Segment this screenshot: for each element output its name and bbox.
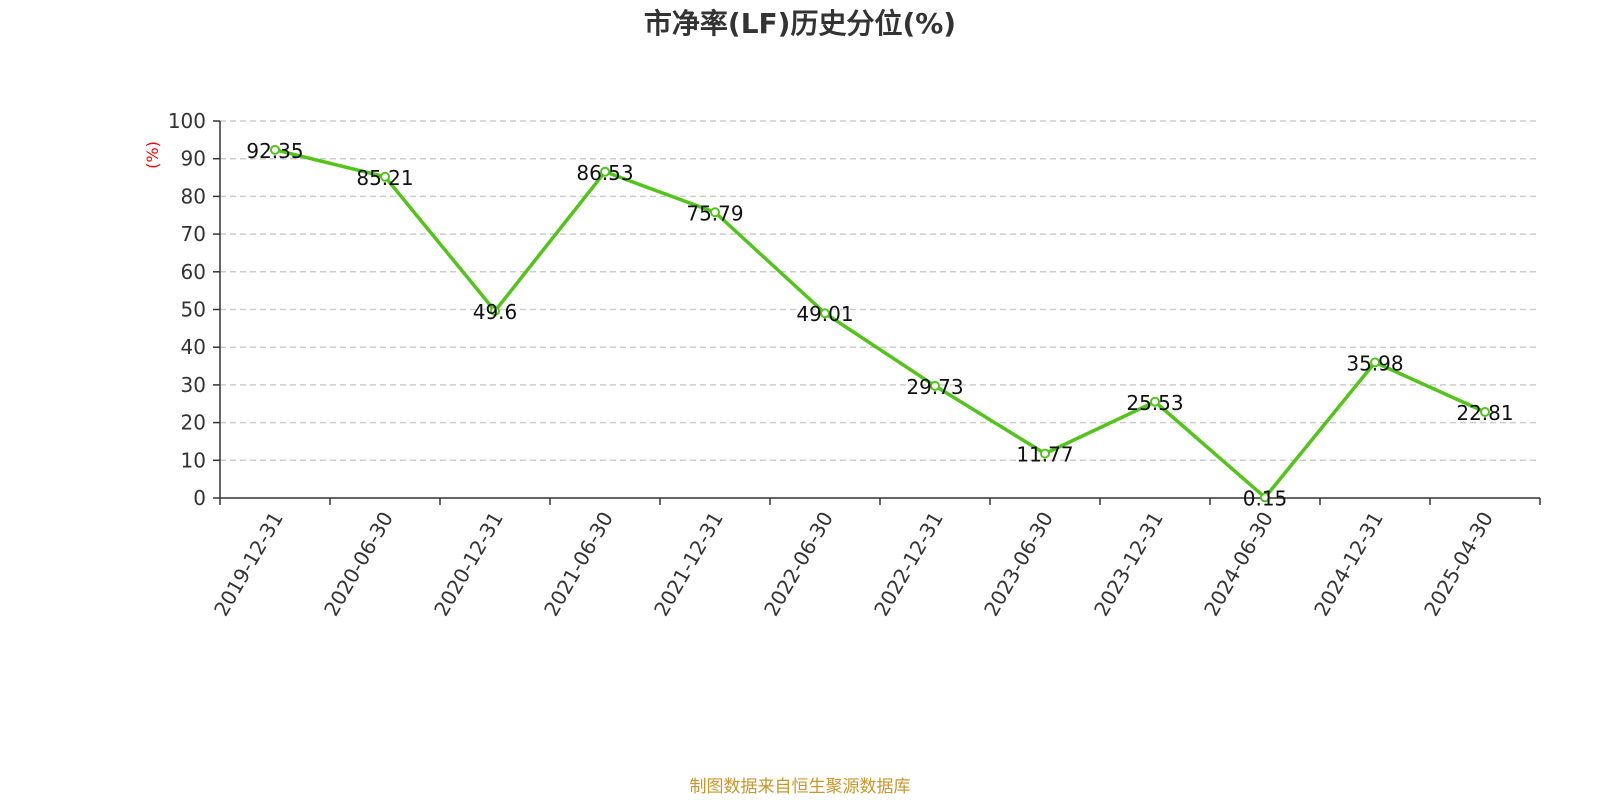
series-line: [274, 148, 1486, 500]
y-tick-label: 90: [181, 147, 206, 171]
y-tick-label: 30: [181, 373, 206, 397]
y-axis-unit-label: (%): [143, 141, 162, 169]
x-tick-label: 2023-12-31: [1089, 508, 1168, 621]
y-tick-label: 60: [181, 260, 206, 284]
data-point: [1040, 448, 1050, 459]
x-tick-label: 2023-06-30: [979, 508, 1058, 621]
data-point: [820, 308, 830, 319]
y-tick-label: 10: [181, 448, 206, 472]
y-tick-label: 40: [181, 335, 206, 359]
data-label: 22.81: [1456, 401, 1513, 425]
y-tick-label: 50: [181, 298, 206, 322]
data-point: [380, 171, 390, 182]
data-point: [1370, 357, 1380, 368]
data-point: [270, 144, 280, 155]
data-label: 49.01: [796, 302, 853, 326]
data-source-note: 制图数据来自恒生聚源数据库: [690, 777, 911, 797]
grid-lines: [220, 120, 1540, 462]
data-label: 29.73: [906, 375, 963, 399]
data-label: 25.53: [1126, 391, 1183, 415]
data-label: 35.98: [1346, 351, 1403, 375]
data-labels: 92.35 85.21 49.6 86.53 75.79 49.01 29.73 11.77 2…: [246, 139, 1513, 511]
data-point: [600, 166, 610, 177]
x-tick-label: 2020-06-30: [319, 508, 398, 621]
chart-title: 市净率(LF)历史分位(%): [644, 7, 956, 40]
data-label: 92.35: [246, 139, 303, 163]
x-tick-label: 2022-12-31: [869, 508, 948, 621]
data-point: [1480, 407, 1490, 418]
x-tick-label: 2024-12-31: [1309, 508, 1388, 621]
data-point: [490, 306, 500, 317]
y-tick-label: 100: [168, 109, 206, 133]
data-label: 85.21: [356, 166, 413, 190]
data-point: [1150, 396, 1160, 407]
data-label: 11.77: [1016, 443, 1073, 467]
y-tick-label: 70: [181, 222, 206, 246]
data-label: 49.6: [473, 300, 518, 324]
x-tick-label: 2024-06-30: [1199, 508, 1278, 621]
x-tick-label: 2021-12-31: [649, 508, 728, 621]
data-point: [930, 380, 940, 391]
data-point: [1260, 492, 1270, 503]
y-tick-label: 20: [181, 411, 206, 435]
x-tick-label: 2020-12-31: [429, 508, 508, 621]
y-axis: 0 10 20 30 40 50 60 70 80 90 100: [168, 109, 221, 510]
data-label: 75.79: [686, 201, 743, 225]
y-tick-label: 80: [181, 184, 206, 208]
x-tick-label: 2021-06-30: [539, 508, 618, 621]
x-tick-label: 2025-04-30: [1419, 508, 1498, 621]
y-tick-label: 0: [193, 486, 206, 510]
x-axis: 2019-12-31 2020-06-30 2020-12-31 2021-06-30…: [209, 497, 1541, 621]
data-point: [710, 207, 720, 218]
x-tick-label: 2022-06-30: [759, 508, 838, 621]
series-layer: [270, 144, 1490, 503]
data-label: 86.53: [576, 161, 633, 185]
x-tick-label: 2019-12-31: [209, 508, 288, 621]
data-label: 0.15: [1243, 486, 1288, 510]
